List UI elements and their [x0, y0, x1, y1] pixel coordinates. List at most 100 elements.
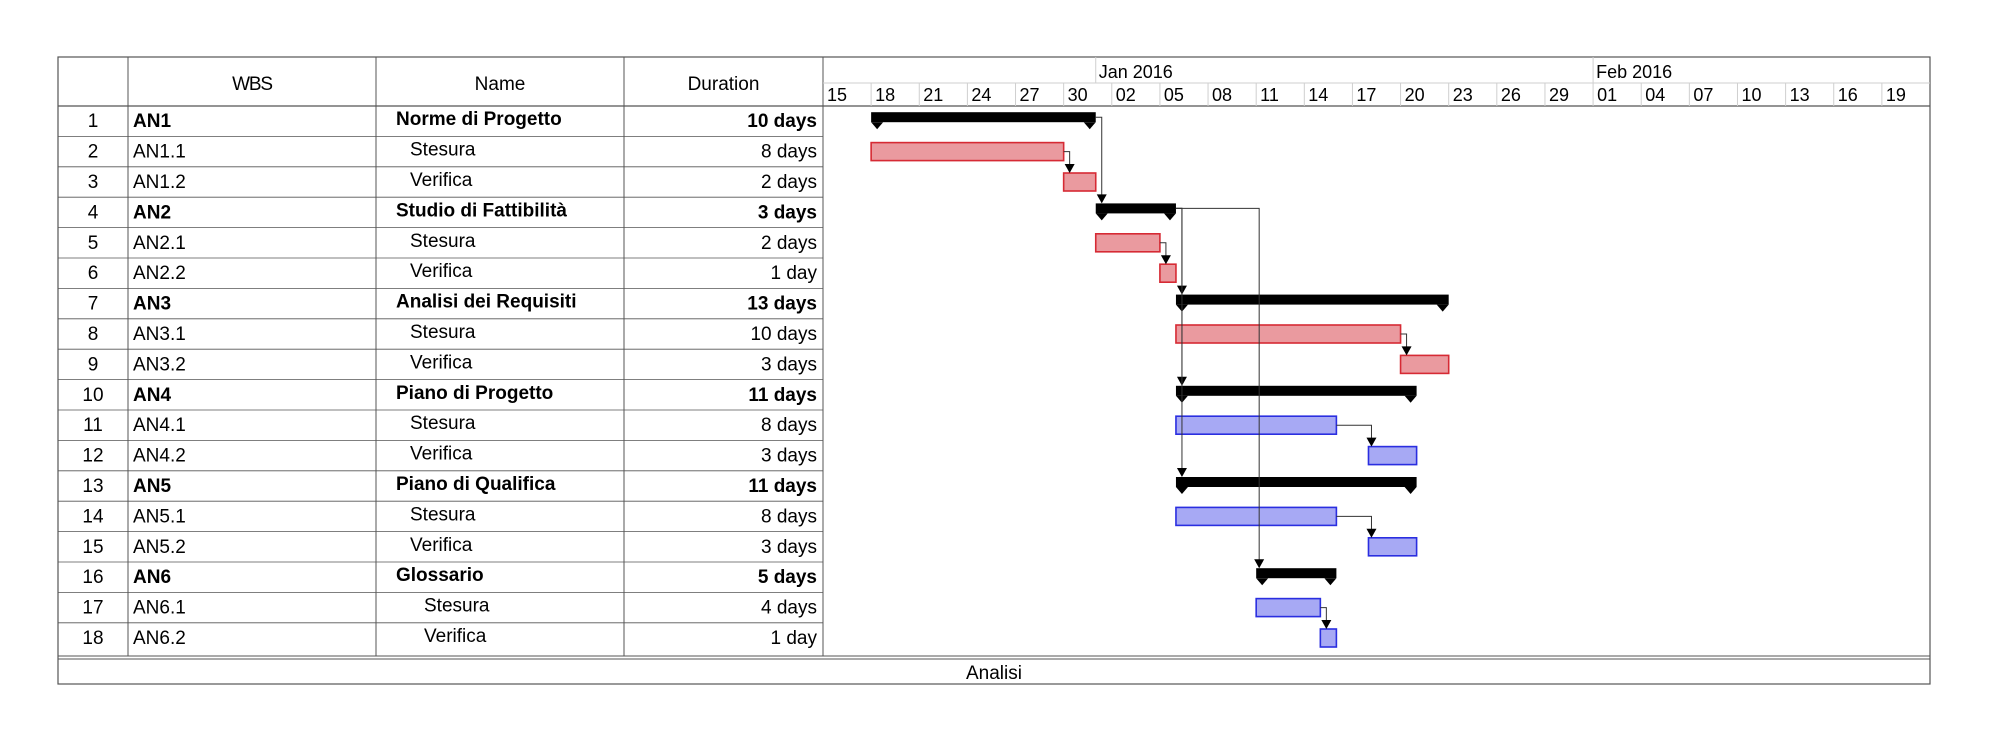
summary-bar-right-cap — [1083, 122, 1096, 130]
row-number: 13 — [82, 476, 103, 497]
row-wbs: AN1 — [133, 111, 171, 132]
row-number: 7 — [88, 294, 99, 315]
row-wbs: AN3.1 — [133, 324, 186, 345]
task-bar — [1175, 506, 1338, 527]
table-row: 5 AN2.1 Stesura 2 days — [58, 227, 823, 254]
header-wbs: WBS — [232, 74, 272, 95]
row-wbs: AN1.1 — [133, 142, 186, 163]
day-tick-label: 26 — [1501, 85, 1521, 105]
row-duration: 2 days — [761, 233, 817, 254]
row-name: Piano di Progetto — [396, 383, 553, 404]
table-row: 13 AN5 Piano di Qualifica 11 days — [58, 470, 823, 497]
row-duration: 1 day — [771, 263, 818, 284]
day-tick-label: 29 — [1549, 85, 1569, 105]
row-name: Stesura — [410, 413, 476, 434]
day-tick-label: 13 — [1790, 85, 1810, 105]
month-label: Feb 2016 — [1596, 62, 1672, 82]
row-duration: 8 days — [761, 506, 817, 527]
row-duration: 8 days — [761, 415, 817, 436]
summary-bar-left-cap — [1256, 578, 1269, 586]
row-wbs: AN2 — [133, 202, 171, 223]
table-row: 18 AN6.2 Verifica 1 day — [58, 622, 823, 649]
table-header: WBS Name Duration — [232, 74, 759, 95]
row-name: Stesura — [410, 231, 476, 252]
table-row: 12 AN4.2 Verifica 3 days — [58, 439, 823, 467]
summary-bar — [1095, 203, 1176, 221]
day-tick-label: 20 — [1405, 85, 1425, 105]
table-row: 2 AN1.1 Stesura 8 days — [58, 135, 823, 163]
outer-border — [57, 56, 1931, 685]
summary-bar-right-cap — [1404, 487, 1417, 494]
row-wbs: AN4.1 — [133, 415, 186, 436]
row-name: Verifica — [410, 261, 473, 282]
task-bar — [1319, 628, 1338, 648]
row-name: Studio di Fattibilità — [396, 200, 567, 221]
row-duration: 5 days — [758, 567, 817, 588]
row-name: Verifica — [410, 444, 473, 465]
day-tick-label: 19 — [1886, 85, 1906, 105]
table-row: 10 AN4 Piano di Progetto 11 days — [58, 379, 823, 406]
table-row: 7 AN3 Analisi dei Requisiti 13 days — [58, 287, 823, 315]
row-number: 15 — [82, 537, 103, 558]
dependency-arrows — [1063, 116, 1412, 629]
summary-bar-left-cap — [871, 122, 884, 130]
row-wbs: AN4 — [133, 385, 171, 406]
task-bar — [1175, 415, 1338, 436]
day-tick-label: 24 — [971, 85, 991, 105]
row-wbs: AN3 — [133, 294, 171, 315]
summary-bar — [1175, 294, 1449, 312]
day-tick-label: 21 — [923, 85, 943, 105]
summary-bar-body — [1175, 477, 1417, 487]
row-wbs: AN1.2 — [133, 172, 186, 193]
row-duration: 8 days — [761, 142, 817, 163]
row-wbs: AN2.1 — [133, 233, 186, 254]
task-bar — [1367, 445, 1418, 466]
row-duration: 13 days — [747, 294, 817, 315]
row-number: 4 — [88, 202, 99, 223]
day-tick-label: 02 — [1116, 85, 1136, 105]
row-duration: 3 days — [761, 537, 817, 558]
day-tick-label: 30 — [1068, 85, 1088, 105]
row-duration: 2 days — [761, 172, 817, 193]
row-number: 18 — [82, 628, 103, 649]
task-bar — [1175, 324, 1402, 344]
arrow-head — [1160, 255, 1171, 265]
summary-bar-body — [1175, 385, 1417, 396]
row-number: 11 — [83, 415, 103, 436]
row-wbs: AN5.1 — [133, 506, 186, 527]
arrow-head — [1254, 559, 1265, 569]
summary-bar-body — [1256, 568, 1337, 579]
arrow-head — [1321, 620, 1332, 629]
day-tick-label: 05 — [1164, 85, 1184, 105]
task-bar — [1399, 354, 1450, 375]
row-name: Stesura — [410, 322, 476, 343]
row-number: 12 — [82, 446, 103, 467]
row-duration: 4 days — [761, 598, 817, 619]
summary-bar-right-cap — [1404, 395, 1417, 403]
row-wbs: AN6.2 — [133, 628, 186, 649]
row-number: 17 — [82, 598, 103, 619]
table-row: 8 AN3.1 Stesura 10 days — [58, 318, 823, 345]
row-duration: 1 day — [771, 628, 818, 649]
arrow-head — [1366, 528, 1377, 538]
row-name: Piano di Qualifica — [396, 474, 556, 495]
row-wbs: AN6.1 — [133, 598, 186, 619]
row-duration: 10 days — [747, 111, 817, 132]
day-tick-label: 27 — [1020, 85, 1040, 105]
row-number: 2 — [88, 142, 99, 163]
table-row: 6 AN2.2 Verifica 1 day — [58, 257, 823, 284]
row-wbs: AN4.2 — [133, 446, 186, 467]
table-frame — [57, 56, 1931, 685]
summary-bar-right-cap — [1436, 304, 1449, 312]
row-duration: 3 days — [761, 446, 817, 467]
row-name: Verifica — [410, 535, 473, 556]
summary-bar — [1256, 568, 1337, 586]
day-tick-label: 16 — [1838, 85, 1858, 105]
row-name: Verifica — [410, 170, 473, 191]
day-tick-label: 10 — [1741, 85, 1761, 105]
arrow-head — [1096, 194, 1107, 204]
row-name: Stesura — [410, 140, 476, 161]
day-tick-label: 18 — [875, 85, 895, 105]
row-number: 5 — [88, 233, 99, 254]
row-number: 1 — [88, 111, 99, 132]
